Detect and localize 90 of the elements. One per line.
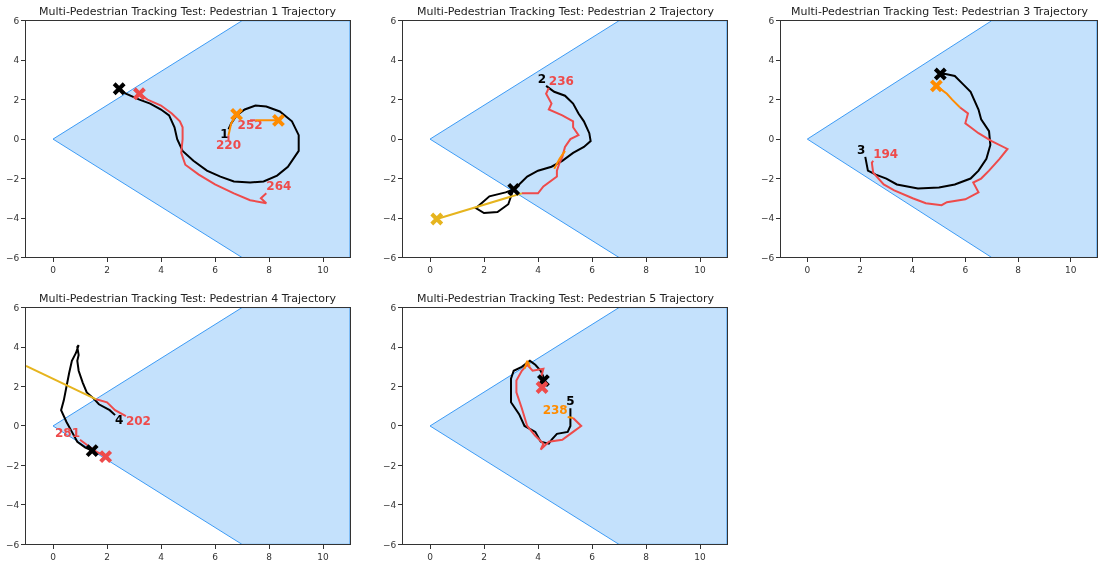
point — [112, 81, 127, 96]
y-tick-label: 4 — [13, 342, 20, 353]
x-tick-label: 10 — [694, 265, 706, 276]
x-tick-label: 2 — [481, 552, 487, 563]
line-series — [510, 359, 572, 445]
y-tick-label: 4 — [390, 55, 397, 66]
y-tick-label: −6 — [5, 539, 20, 550]
line-series — [474, 84, 592, 215]
y-tick-label: 6 — [768, 15, 775, 26]
x-tick-label: 0 — [50, 552, 57, 563]
y-tick-label: −6 — [382, 252, 397, 263]
y-tick-label: 6 — [390, 15, 397, 26]
x-tick-label: 6 — [212, 552, 219, 563]
y-tick-label: 2 — [768, 94, 775, 105]
y-tick-label: 2 — [13, 94, 20, 105]
point — [271, 113, 286, 128]
series-label: 3 — [856, 142, 866, 157]
x-tick-label: 4 — [535, 265, 542, 276]
line-series — [520, 86, 580, 195]
y-tick-label: 0 — [13, 134, 20, 145]
y-tick-label: 4 — [13, 55, 20, 66]
x-tick-label: 8 — [643, 265, 650, 276]
y-tick-label: −6 — [760, 252, 775, 263]
x-tick-label: 2 — [104, 552, 110, 563]
x-tick-label: 4 — [909, 265, 916, 276]
y-tick-label: −4 — [5, 500, 20, 511]
chart-title: Multi-Pedestrian Tracking Test: Pedestrian 5 Trajectory — [417, 292, 715, 305]
series-label: 2 — [537, 71, 547, 86]
x-tick-label: 6 — [212, 265, 219, 276]
series-label: 194 — [873, 146, 899, 161]
x-tick-label: 6 — [589, 552, 596, 563]
x-tick-label: 0 — [427, 552, 434, 563]
point — [132, 86, 147, 101]
y-tick-label: 2 — [13, 381, 20, 392]
x-tick-label: 4 — [158, 552, 165, 563]
y-tick-label: −6 — [5, 252, 20, 263]
x-tick-label: 2 — [104, 265, 110, 276]
x-tick-label: 10 — [1064, 265, 1077, 276]
x-tick-label: 0 — [50, 265, 57, 276]
y-tick-label: −2 — [382, 460, 397, 471]
series-label: 4 — [115, 413, 124, 428]
x-tick-label: 2 — [481, 265, 487, 276]
y-tick-label: −4 — [382, 500, 397, 511]
x-tick-label: 8 — [1015, 265, 1022, 276]
y-tick-label: −2 — [5, 460, 20, 471]
x-tick-label: 6 — [589, 265, 596, 276]
y-tick-label: −2 — [382, 173, 397, 184]
y-tick-label: 4 — [768, 55, 775, 66]
line-series — [515, 363, 583, 451]
series-label: 264 — [266, 179, 292, 194]
chart-title: Multi-Pedestrian Tracking Test: Pedestrian 2 Trajectory — [417, 5, 715, 18]
x-tick-label: 0 — [427, 265, 434, 276]
y-tick-label: 0 — [768, 134, 775, 145]
y-tick-label: 0 — [390, 134, 397, 145]
x-tick-label: 2 — [857, 265, 863, 276]
series-label: 236 — [548, 73, 574, 88]
x-tick-label: 10 — [317, 552, 329, 563]
series-label: 238 — [542, 403, 568, 418]
y-tick-label: −4 — [5, 213, 20, 224]
point — [229, 107, 244, 122]
series-label: 202 — [125, 414, 151, 429]
x-tick-label: 8 — [266, 265, 273, 276]
y-tick-label: 6 — [13, 302, 20, 313]
x-tick-label: 8 — [266, 552, 273, 563]
y-tick-label: 0 — [390, 421, 397, 432]
y-tick-label: 2 — [390, 94, 397, 105]
x-tick-label: 10 — [694, 552, 706, 563]
y-tick-label: 6 — [390, 302, 397, 313]
y-tick-label: −4 — [382, 213, 397, 224]
series-label: 220 — [215, 138, 242, 153]
y-tick-label: 6 — [13, 15, 20, 26]
x-tick-label: 4 — [158, 265, 165, 276]
chart-title: Multi-Pedestrian Tracking Test: Pedestrian 4 Trajectory — [39, 292, 337, 305]
y-tick-label: 4 — [390, 342, 397, 353]
y-tick-label: 2 — [390, 381, 397, 392]
x-tick-label: 4 — [535, 552, 542, 563]
chart-title: Multi-Pedestrian Tracking Test: Pedestrian 3 Trajectory — [791, 5, 1089, 18]
series-label: 5 — [566, 394, 575, 409]
line-series — [870, 106, 1009, 207]
y-tick-label: −6 — [382, 539, 397, 550]
x-tick-label: 6 — [962, 265, 969, 276]
y-tick-label: −2 — [5, 173, 20, 184]
x-tick-label: 10 — [317, 265, 329, 276]
x-tick-label: 8 — [643, 552, 650, 563]
y-tick-label: 0 — [13, 421, 20, 432]
x-tick-label: 0 — [804, 265, 811, 276]
line-series — [864, 72, 992, 190]
chart-title: Multi-Pedestrian Tracking Test: Pedestrian 1 Trajectory — [39, 5, 337, 18]
y-tick-label: −4 — [760, 213, 775, 224]
y-tick-label: −2 — [760, 173, 775, 184]
